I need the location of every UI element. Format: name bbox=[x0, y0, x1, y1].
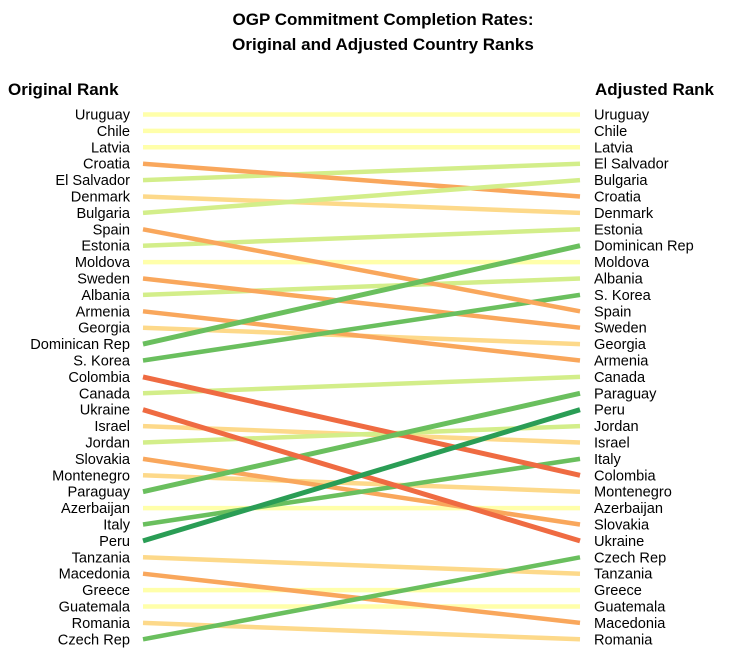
slope-line-croatia bbox=[142, 161, 581, 199]
original-rank-label-croatia: Croatia bbox=[83, 157, 131, 173]
original-rank-label-dominican-rep: Dominican Rep bbox=[30, 337, 130, 353]
original-rank-label-canada: Canada bbox=[79, 386, 131, 402]
original-rank-label-slovakia: Slovakia bbox=[75, 452, 131, 468]
slope-line-albania bbox=[142, 276, 581, 298]
adjusted-rank-label-tanzania: Tanzania bbox=[594, 567, 653, 583]
original-rank-label-jordan: Jordan bbox=[85, 436, 130, 452]
adjusted-rank-label-czech-rep: Czech Rep bbox=[594, 550, 666, 566]
original-rank-label-spain: Spain bbox=[93, 222, 130, 238]
adjusted-rank-label-ukraine: Ukraine bbox=[594, 534, 644, 550]
original-rank-label-romania: Romania bbox=[72, 616, 131, 632]
chart-title-line-2: Original and Adjusted Country Ranks bbox=[232, 35, 534, 54]
original-rank-label-estonia: Estonia bbox=[81, 239, 131, 255]
slope-line-jordan bbox=[142, 423, 581, 445]
adjusted-rank-label-jordan: Jordan bbox=[594, 419, 639, 435]
adjusted-rank-label-israel: Israel bbox=[594, 436, 630, 452]
original-rank-label-georgia: Georgia bbox=[78, 321, 131, 337]
adjusted-rank-label-uruguay: Uruguay bbox=[594, 108, 650, 124]
original-rank-label-ukraine: Ukraine bbox=[80, 403, 130, 419]
adjusted-rank-label-canada: Canada bbox=[594, 370, 646, 386]
adjusted-rank-label-armenia: Armenia bbox=[594, 354, 649, 370]
original-rank-label-s-korea: S. Korea bbox=[73, 354, 131, 370]
adjusted-rank-label-montenegro: Montenegro bbox=[594, 485, 672, 501]
slope-line-s-korea bbox=[142, 292, 581, 363]
original-rank-label-moldova: Moldova bbox=[75, 255, 131, 271]
slope-line-armenia bbox=[142, 309, 581, 363]
adjusted-rank-label-colombia: Colombia bbox=[594, 468, 657, 484]
slope-line-paraguay bbox=[142, 390, 581, 495]
original-rank-label-azerbaijan: Azerbaijan bbox=[61, 501, 130, 517]
slope-line-colombia bbox=[142, 374, 581, 478]
slope-line-canada bbox=[142, 374, 581, 396]
original-rank-label-guatemala: Guatemala bbox=[59, 600, 131, 616]
original-rank-label-tanzania: Tanzania bbox=[72, 550, 131, 566]
slope-line-sweden bbox=[142, 276, 581, 330]
adjusted-rank-label-macedonia: Macedonia bbox=[594, 616, 666, 632]
original-rank-label-italy: Italy bbox=[103, 518, 130, 534]
chart-title-line-1: OGP Commitment Completion Rates: bbox=[233, 10, 534, 29]
adjusted-rank-header: Adjusted Rank bbox=[595, 80, 715, 99]
slope-line-peru bbox=[142, 407, 581, 544]
slope-line-spain bbox=[142, 227, 581, 314]
original-rank-label-chile: Chile bbox=[97, 124, 130, 140]
original-rank-label-czech-rep: Czech Rep bbox=[58, 632, 130, 648]
original-rank-label-greece: Greece bbox=[82, 583, 130, 599]
adjusted-rank-label-sweden: Sweden bbox=[594, 321, 647, 337]
adjusted-rank-label-bulgaria: Bulgaria bbox=[594, 173, 648, 189]
original-rank-label-montenegro: Montenegro bbox=[52, 468, 130, 484]
original-rank-label-el-salvador: El Salvador bbox=[55, 173, 130, 189]
original-rank-label-uruguay: Uruguay bbox=[75, 108, 131, 124]
original-rank-label-paraguay: Paraguay bbox=[68, 485, 131, 501]
adjusted-rank-label-peru: Peru bbox=[594, 403, 625, 419]
original-rank-label-sweden: Sweden bbox=[77, 272, 130, 288]
slope-lines bbox=[142, 112, 581, 642]
original-rank-header: Original Rank bbox=[8, 80, 119, 99]
original-rank-label-macedonia: Macedonia bbox=[59, 567, 131, 583]
adjusted-rank-label-azerbaijan: Azerbaijan bbox=[594, 501, 663, 517]
adjusted-rank-label-georgia: Georgia bbox=[594, 337, 647, 353]
slope-line-el-salvador bbox=[142, 161, 581, 183]
adjusted-rank-label-paraguay: Paraguay bbox=[594, 386, 657, 402]
original-rank-label-bulgaria: Bulgaria bbox=[76, 206, 130, 222]
slope-line-italy bbox=[142, 456, 581, 527]
original-rank-label-peru: Peru bbox=[99, 534, 130, 550]
original-rank-label-albania: Albania bbox=[81, 288, 131, 304]
adjusted-rank-label-el-salvador: El Salvador bbox=[594, 157, 669, 173]
adjusted-rank-label-slovakia: Slovakia bbox=[594, 518, 650, 534]
original-rank-label-israel: Israel bbox=[94, 419, 130, 435]
adjusted-rank-label-italy: Italy bbox=[594, 452, 621, 468]
slope-line-montenegro bbox=[142, 473, 581, 494]
adjusted-rank-label-spain: Spain bbox=[594, 304, 631, 320]
adjusted-rank-label-latvia: Latvia bbox=[594, 140, 634, 156]
original-rank-label-colombia: Colombia bbox=[68, 370, 131, 386]
slope-line-denmark bbox=[142, 194, 581, 216]
original-rank-label-denmark: Denmark bbox=[71, 190, 131, 206]
adjusted-rank-label-albania: Albania bbox=[594, 272, 644, 288]
adjusted-rank-label-croatia: Croatia bbox=[594, 190, 642, 206]
slope-line-czech-rep bbox=[142, 555, 581, 642]
adjusted-rank-label-estonia: Estonia bbox=[594, 222, 644, 238]
adjusted-rank-label-dominican-rep: Dominican Rep bbox=[594, 239, 694, 255]
slope-line-dominican-rep bbox=[142, 243, 581, 347]
original-rank-label-latvia: Latvia bbox=[91, 140, 131, 156]
adjusted-rank-label-denmark: Denmark bbox=[594, 206, 654, 222]
adjusted-rank-label-greece: Greece bbox=[594, 583, 642, 599]
adjusted-rank-label-romania: Romania bbox=[594, 632, 653, 648]
adjusted-rank-label-moldova: Moldova bbox=[594, 255, 650, 271]
adjusted-rank-label-chile: Chile bbox=[594, 124, 627, 140]
adjusted-rank-label-s-korea: S. Korea bbox=[594, 288, 652, 304]
slope-line-bulgaria bbox=[142, 177, 581, 216]
adjusted-rank-label-guatemala: Guatemala bbox=[594, 600, 666, 616]
original-rank-label-armenia: Armenia bbox=[76, 304, 131, 320]
